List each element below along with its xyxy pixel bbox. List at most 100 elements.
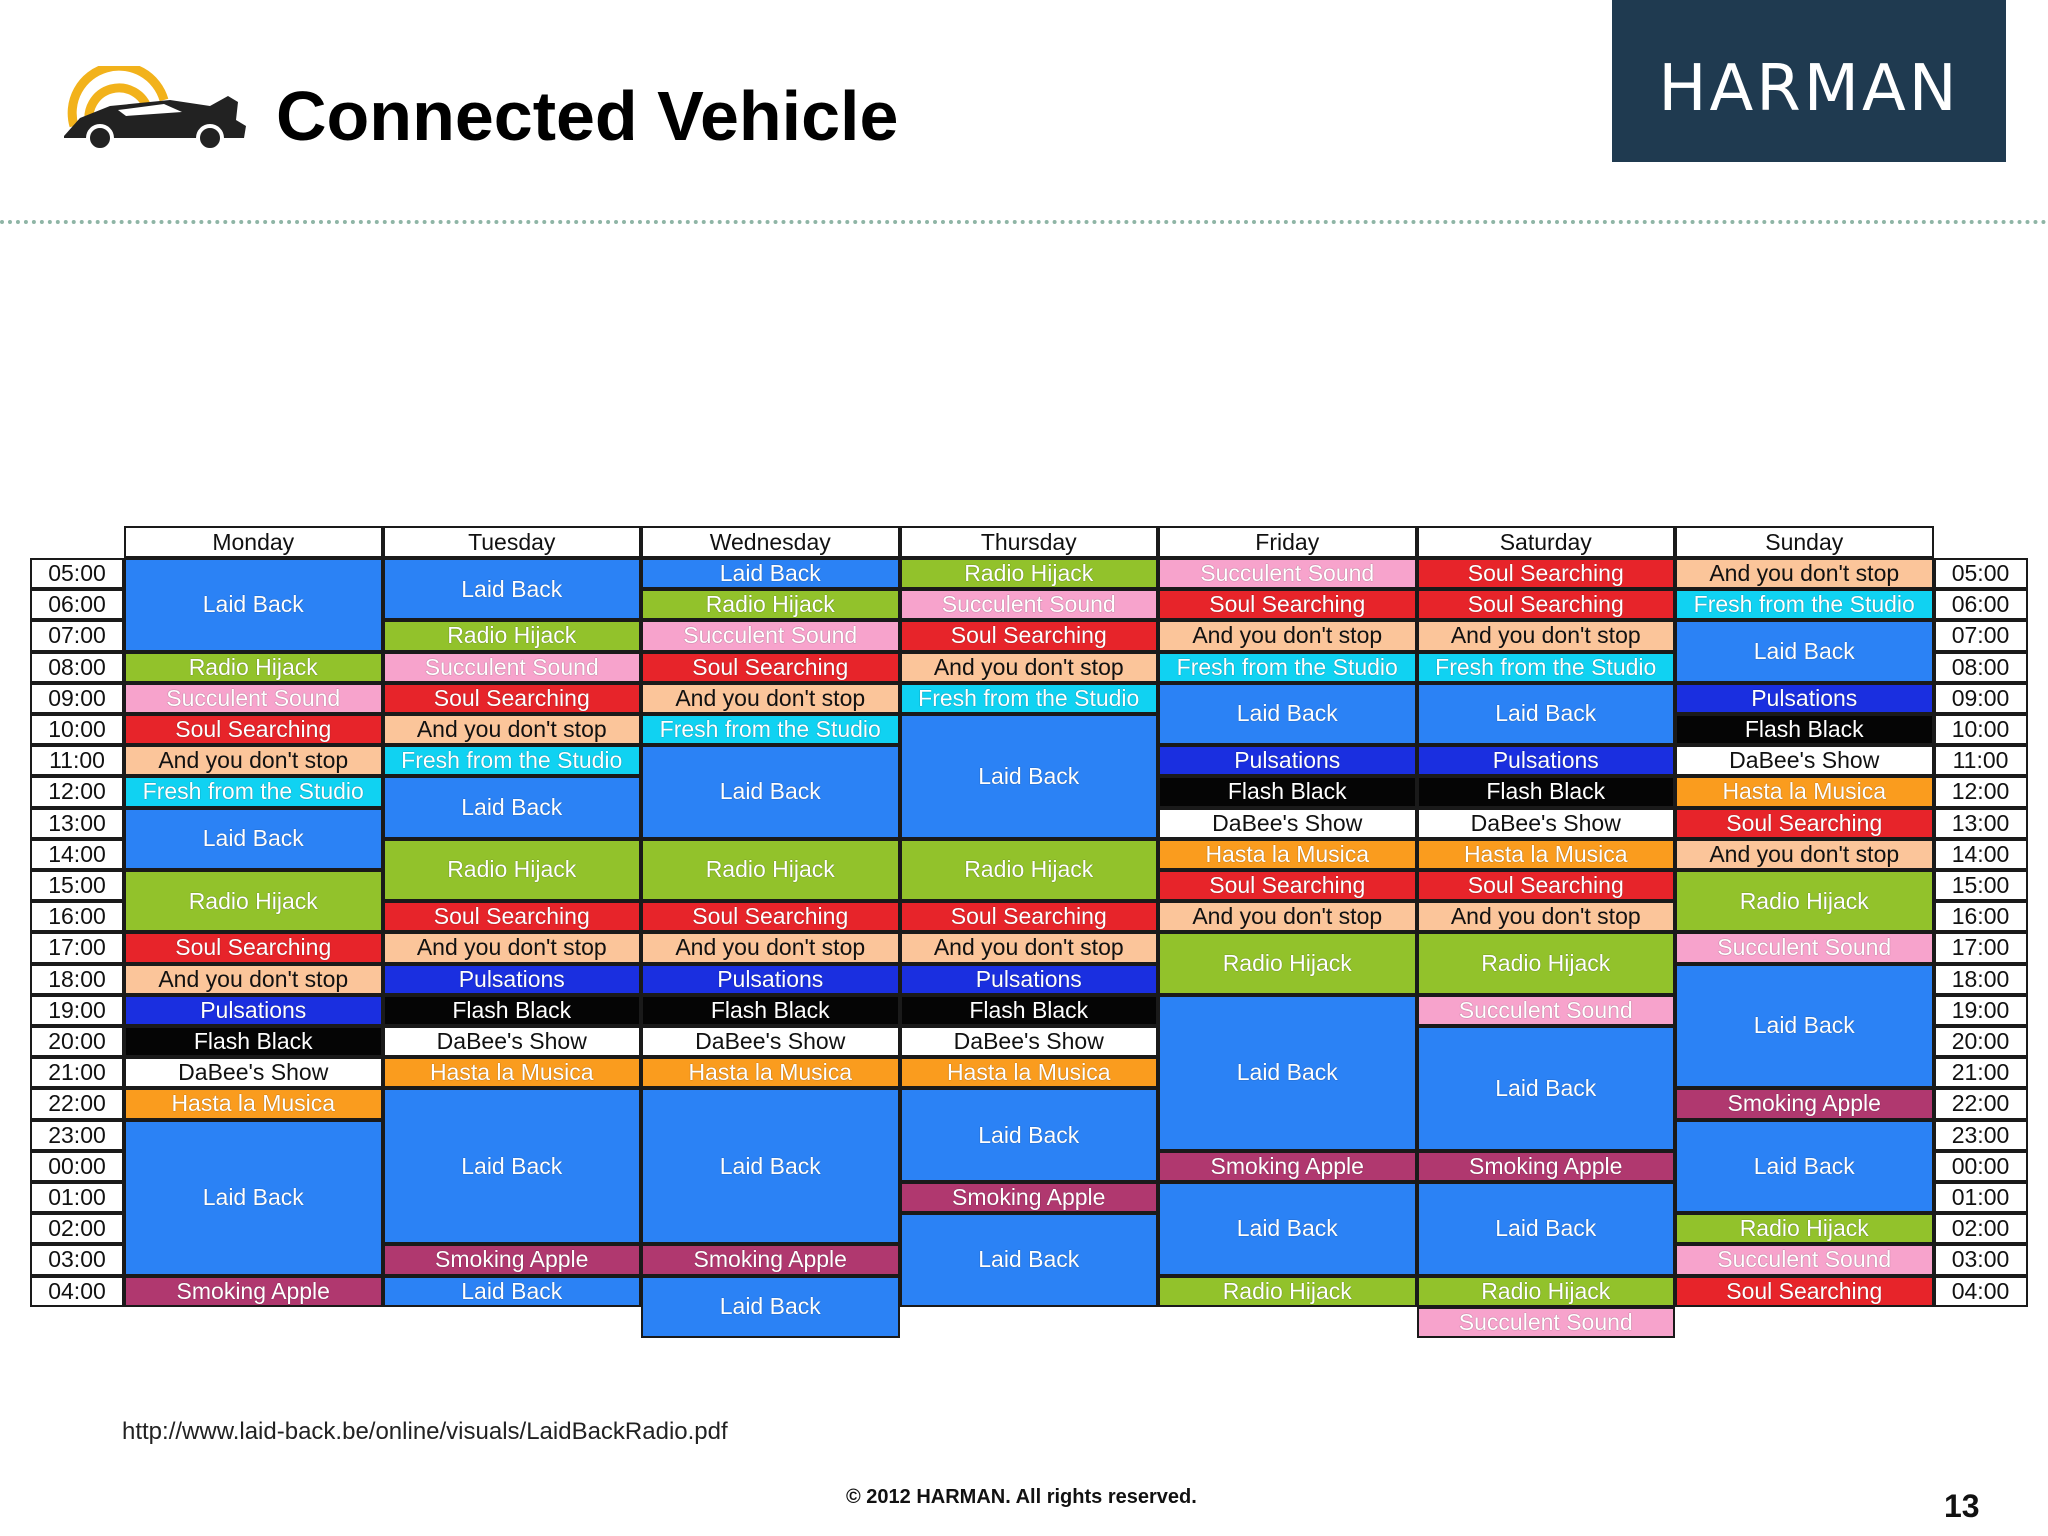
day-header-tuesday: Tuesday [382,526,641,558]
show-slot: Laid Back [124,807,383,870]
show-slot: Radio Hijack [382,620,641,652]
time-label-left: 20:00 [30,1026,124,1058]
show-slot: Fresh from the Studio [382,745,641,777]
show-slot: Radio Hijack [1158,932,1417,995]
show-slot: Radio Hijack [382,838,641,902]
show-slot: Pulsations [899,963,1158,995]
connected-car-icon [64,66,246,150]
time-label-right: 16:00 [1933,901,2028,933]
show-slot: Soul Searching [1675,807,1934,839]
time-label-left: 06:00 [30,589,124,621]
page-title: Connected Vehicle [276,77,899,155]
show-slot: Laid Back [1416,1182,1675,1276]
show-slot: DaBee's Show [1158,807,1417,839]
show-slot: Hasta la Musica [382,1057,641,1089]
show-slot: Radio Hijack [1158,1275,1417,1307]
time-label-right: 23:00 [1933,1119,2028,1151]
show-slot: Flash Black [124,1026,383,1058]
show-slot: DaBee's Show [641,1026,900,1058]
show-slot: Laid Back [382,558,641,621]
show-slot: Laid Back [1158,682,1417,746]
show-slot: Radio Hijack [1675,1213,1934,1245]
day-header-monday: Monday [124,526,383,558]
show-slot: Radio Hijack [1416,932,1675,995]
show-slot: Laid Back [382,1275,641,1307]
show-slot: Laid Back [1416,1026,1675,1151]
show-slot: And you don't stop [1675,558,1934,590]
show-slot: Flash Black [641,994,900,1026]
day-header-saturday: Saturday [1416,526,1675,558]
show-slot: And you don't stop [382,932,641,964]
time-label-right: 03:00 [1933,1244,2028,1276]
show-slot: Smoking Apple [1416,1150,1675,1182]
page-number: 13 [1944,1488,1980,1524]
show-slot: Succulent Sound [1416,1306,1675,1338]
day-header-friday: Friday [1158,526,1417,558]
time-label-left: 00:00 [30,1150,124,1182]
time-label-left: 17:00 [30,932,124,964]
show-slot: And you don't stop [124,963,383,995]
brand-logo: HARMAN [1612,0,2006,162]
time-label-left: 01:00 [30,1182,124,1214]
show-slot: Smoking Apple [124,1275,383,1307]
time-label-left: 10:00 [30,714,124,746]
show-slot: Soul Searching [641,901,900,933]
show-slot: Smoking Apple [1158,1150,1417,1182]
show-slot: And you don't stop [1416,620,1675,652]
show-slot: Radio Hijack [1675,870,1934,933]
show-slot: And you don't stop [641,682,900,714]
show-slot: Soul Searching [1675,1275,1934,1307]
show-slot: Flash Black [382,994,641,1026]
show-slot: And you don't stop [382,714,641,746]
time-label-right: 00:00 [1933,1150,2028,1182]
time-label-left: 18:00 [30,963,124,995]
time-label-left: 03:00 [30,1244,124,1276]
show-slot: Laid Back [382,1088,641,1245]
time-label-right: 19:00 [1933,994,2028,1026]
day-header-thursday: Thursday [899,526,1158,558]
show-slot: Succulent Sound [641,620,900,652]
show-slot: Laid Back [382,776,641,839]
show-slot: Laid Back [124,1119,383,1276]
show-slot: And you don't stop [1158,901,1417,933]
show-slot: Soul Searching [1416,870,1675,902]
show-slot: Laid Back [1675,620,1934,683]
show-slot: Laid Back [1675,963,1934,1089]
show-slot: Flash Black [1158,776,1417,808]
show-slot: Soul Searching [1158,870,1417,902]
show-slot: And you don't stop [899,651,1158,683]
time-label-right: 02:00 [1933,1213,2028,1245]
show-slot: Hasta la Musica [1158,838,1417,870]
show-slot: Succulent Sound [1675,1244,1934,1276]
show-slot: Laid Back [641,558,900,590]
show-slot: Pulsations [1158,745,1417,777]
show-slot: Radio Hijack [899,838,1158,902]
time-label-left: 13:00 [30,807,124,839]
show-slot: Smoking Apple [1675,1088,1934,1120]
time-label-right: 09:00 [1933,682,2028,714]
show-slot: Smoking Apple [899,1182,1158,1214]
time-label-left: 22:00 [30,1088,124,1120]
show-slot: And you don't stop [1675,838,1934,870]
show-slot: Soul Searching [1416,589,1675,621]
source-url: http://www.laid-back.be/online/visuals/L… [122,1418,728,1445]
time-label-left: 11:00 [30,745,124,777]
show-slot: Soul Searching [124,714,383,746]
show-slot: And you don't stop [899,932,1158,964]
time-label-right: 01:00 [1933,1182,2028,1214]
time-label-right: 05:00 [1933,558,2028,590]
show-slot: Flash Black [1416,776,1675,808]
show-slot: Succulent Sound [1675,932,1934,964]
time-label-right: 04:00 [1933,1275,2028,1307]
time-label-right: 15:00 [1933,870,2028,902]
day-header-sunday: Sunday [1675,526,1934,558]
show-slot: Laid Back [1158,994,1417,1151]
day-header-wednesday: Wednesday [641,526,900,558]
show-slot: Soul Searching [899,620,1158,652]
show-slot: Laid Back [641,745,900,839]
show-slot: Hasta la Musica [1675,776,1934,808]
show-slot: Soul Searching [382,901,641,933]
show-slot: Pulsations [641,963,900,995]
show-slot: DaBee's Show [899,1026,1158,1058]
show-slot: Pulsations [124,994,383,1026]
